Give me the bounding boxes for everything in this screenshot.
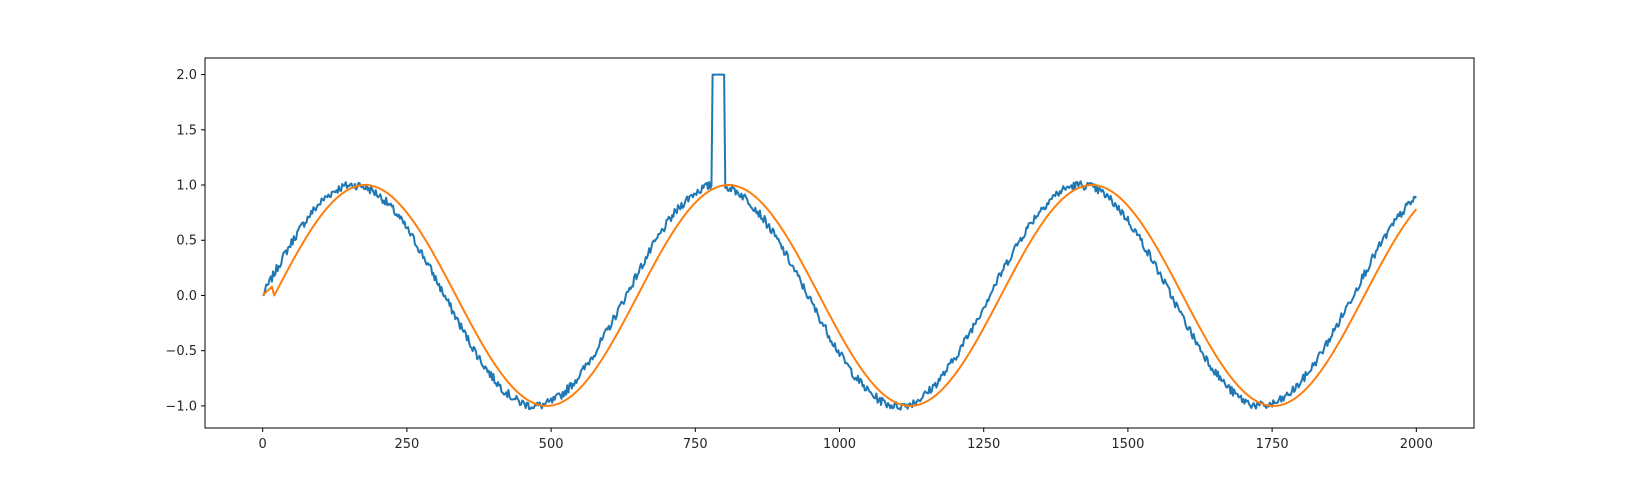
x-tick-label: 500 bbox=[539, 437, 564, 452]
x-tick-label: 0 bbox=[259, 437, 267, 452]
x-tick-label: 250 bbox=[394, 437, 419, 452]
y-tick-label: −0.5 bbox=[165, 344, 197, 359]
y-tick-label: 0.5 bbox=[176, 234, 197, 249]
x-tick-label: 1500 bbox=[1111, 437, 1144, 452]
y-tick-label: 2.0 bbox=[176, 68, 197, 83]
axes-frame bbox=[204, 57, 1475, 429]
x-tick-label: 750 bbox=[683, 437, 708, 452]
axes: 0 250 500 750 1000 1250 1500 1750 2000 −1.0 −0.5 0.… bbox=[165, 57, 1475, 452]
y-tick-label: −1.0 bbox=[165, 399, 197, 414]
x-tick-label: 1250 bbox=[967, 437, 1000, 452]
x-tick-label: 1750 bbox=[1256, 437, 1289, 452]
y-tick-label: 0.0 bbox=[176, 289, 197, 304]
series-2-line bbox=[261, 184, 1418, 407]
y-tick-label: 1.0 bbox=[176, 179, 197, 194]
x-tick-label: 1000 bbox=[823, 437, 856, 452]
x-tick-label: 2000 bbox=[1400, 437, 1433, 452]
y-tick-label: 1.5 bbox=[176, 123, 197, 138]
plot-area bbox=[261, 73, 1418, 411]
series-1-line bbox=[262, 73, 1418, 411]
